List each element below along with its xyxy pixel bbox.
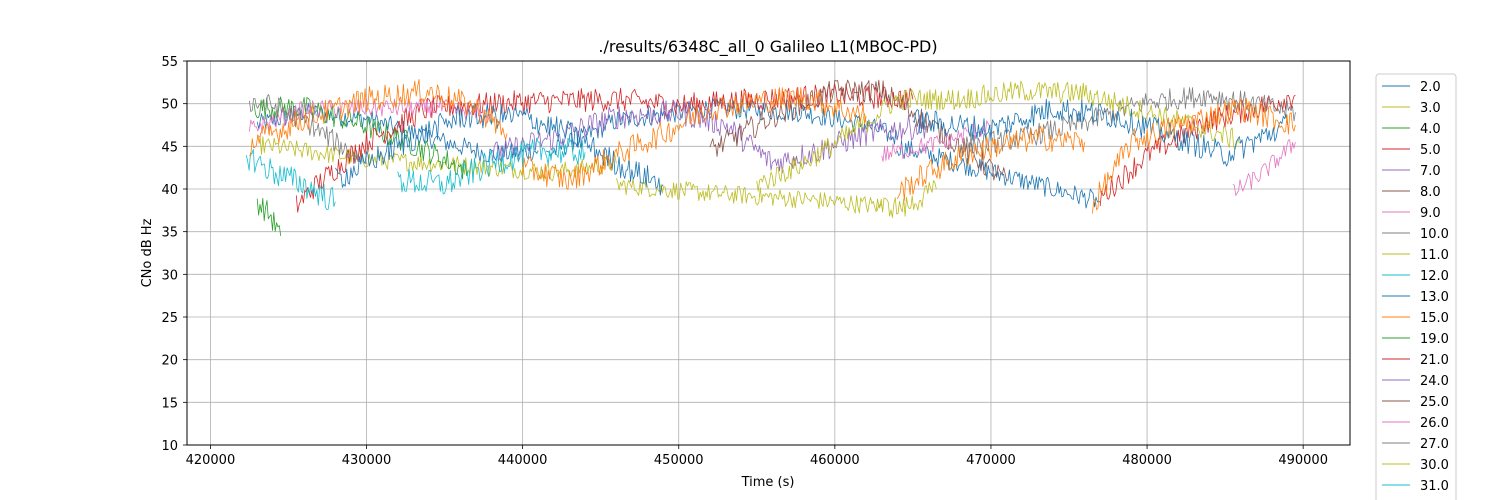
legend-entry: 21.0 xyxy=(1382,353,1449,368)
legend-label: 31.0 xyxy=(1420,479,1449,494)
tick-layer: 420000 430000 440000 450000 460000 470000 4800… xyxy=(161,55,1328,468)
legend-label: 30.0 xyxy=(1420,458,1449,473)
series-line xyxy=(295,83,914,213)
axes-frame xyxy=(186,60,1351,446)
series-line xyxy=(1232,139,1296,196)
x-tick-label: 490000 xyxy=(1278,453,1328,468)
series-15.0 xyxy=(249,79,1296,214)
x-axis-label: Time (s) xyxy=(741,475,795,490)
series-line xyxy=(249,79,508,157)
series-layer xyxy=(245,79,1296,236)
legend: 2.0 3.0 4.0 5.0 7.0 8.0 9.0 10.0 11.0 12.0 13.0 15.… xyxy=(1375,73,1457,500)
series-line xyxy=(615,177,883,214)
legend-entry: 7.0 xyxy=(1382,164,1441,179)
x-tick-label: 430000 xyxy=(342,453,392,468)
legend-entry: 27.0 xyxy=(1382,437,1449,452)
legend-entry: 11.0 xyxy=(1382,248,1449,263)
x-tick-label: 420000 xyxy=(186,453,236,468)
legend-entry: 26.0 xyxy=(1382,416,1449,431)
series-line xyxy=(256,197,282,236)
series-12.0 xyxy=(245,137,586,211)
series-line xyxy=(756,80,1241,192)
legend-entry: 2.0 xyxy=(1382,80,1441,95)
legend-entry: 24.0 xyxy=(1382,374,1449,389)
series-4.0 xyxy=(253,96,469,236)
y-tick-label: 55 xyxy=(161,55,178,70)
legend-entry: 19.0 xyxy=(1382,332,1449,347)
series-line xyxy=(896,125,1085,201)
x-tick-label: 460000 xyxy=(810,453,860,468)
x-tick-label: 440000 xyxy=(498,453,548,468)
series-line xyxy=(522,87,867,190)
legend-label: 24.0 xyxy=(1420,374,1449,389)
series-line xyxy=(896,140,1101,209)
legend-label: 27.0 xyxy=(1420,437,1449,452)
y-tick-label: 40 xyxy=(161,183,178,198)
legend-entry: 3.0 xyxy=(1382,101,1441,116)
series-line xyxy=(491,99,929,174)
legend-label: 26.0 xyxy=(1420,416,1449,431)
legend-entry: 12.0 xyxy=(1382,269,1449,284)
y-tick-label: 20 xyxy=(161,354,178,369)
series-line xyxy=(959,87,1296,158)
series-line xyxy=(881,120,992,162)
legend-entry: 31.0 xyxy=(1382,479,1449,494)
series-3.0 xyxy=(257,135,883,214)
legend-label: 10.0 xyxy=(1420,227,1449,242)
series-line xyxy=(334,103,664,196)
series-line xyxy=(1099,94,1296,207)
chart-title: ./results/6348C_all_0 Galileo L1(MBOC-PD… xyxy=(598,37,937,57)
x-tick-label: 470000 xyxy=(966,453,1016,468)
series-13.0 xyxy=(334,98,1288,196)
series-line xyxy=(876,180,937,218)
legend-label: 15.0 xyxy=(1420,311,1449,326)
series-5.0 xyxy=(295,83,1296,213)
legend-label: 5.0 xyxy=(1420,143,1441,158)
series-line xyxy=(912,98,1288,167)
legend-entry: 4.0 xyxy=(1382,122,1441,137)
series-line xyxy=(257,135,617,182)
x-tick-label: 450000 xyxy=(654,453,704,468)
legend-label: 4.0 xyxy=(1420,122,1441,137)
legend-entry: 13.0 xyxy=(1382,290,1449,305)
x-tick-label: 480000 xyxy=(1122,453,1172,468)
series-line xyxy=(245,148,336,211)
legend-entry: 25.0 xyxy=(1382,395,1449,410)
y-tick-label: 10 xyxy=(161,439,178,454)
series-line xyxy=(397,137,586,195)
series-7.0 xyxy=(491,99,929,174)
series-line xyxy=(253,96,469,180)
y-tick-label: 45 xyxy=(161,140,178,155)
y-tick-label: 25 xyxy=(161,311,178,326)
legend-label: 19.0 xyxy=(1420,332,1449,347)
legend-entry: 10.0 xyxy=(1382,227,1449,242)
legend-label: 2.0 xyxy=(1420,80,1441,95)
y-tick-label: 35 xyxy=(161,226,178,241)
legend-entry: 9.0 xyxy=(1382,206,1441,221)
y-tick-label: 50 xyxy=(161,98,178,113)
series-11.0 xyxy=(756,80,1241,218)
series-line xyxy=(1092,97,1296,214)
legend-label: 11.0 xyxy=(1420,248,1449,263)
legend-entry: 30.0 xyxy=(1382,458,1449,473)
y-axis-label: CNo dB Hz xyxy=(140,218,155,287)
legend-label: 13.0 xyxy=(1420,290,1449,305)
series-line xyxy=(249,94,367,164)
legend-label: 7.0 xyxy=(1420,164,1441,179)
legend-items: 2.0 3.0 4.0 5.0 7.0 8.0 9.0 10.0 11.0 12.0 13.0 15.… xyxy=(1382,80,1449,494)
series-10.0 xyxy=(249,87,1296,164)
legend-entry: 8.0 xyxy=(1382,185,1441,200)
legend-label: 12.0 xyxy=(1420,269,1449,284)
legend-label: 9.0 xyxy=(1420,206,1441,221)
y-tick-label: 15 xyxy=(161,396,178,411)
legend-box xyxy=(1375,73,1457,500)
legend-label: 25.0 xyxy=(1420,395,1449,410)
legend-label: 3.0 xyxy=(1420,101,1441,116)
y-tick-label: 30 xyxy=(161,268,178,283)
legend-label: 8.0 xyxy=(1420,185,1441,200)
legend-label: 21.0 xyxy=(1420,353,1449,368)
legend-entry: 5.0 xyxy=(1382,143,1441,158)
legend-entry: 15.0 xyxy=(1382,311,1449,326)
